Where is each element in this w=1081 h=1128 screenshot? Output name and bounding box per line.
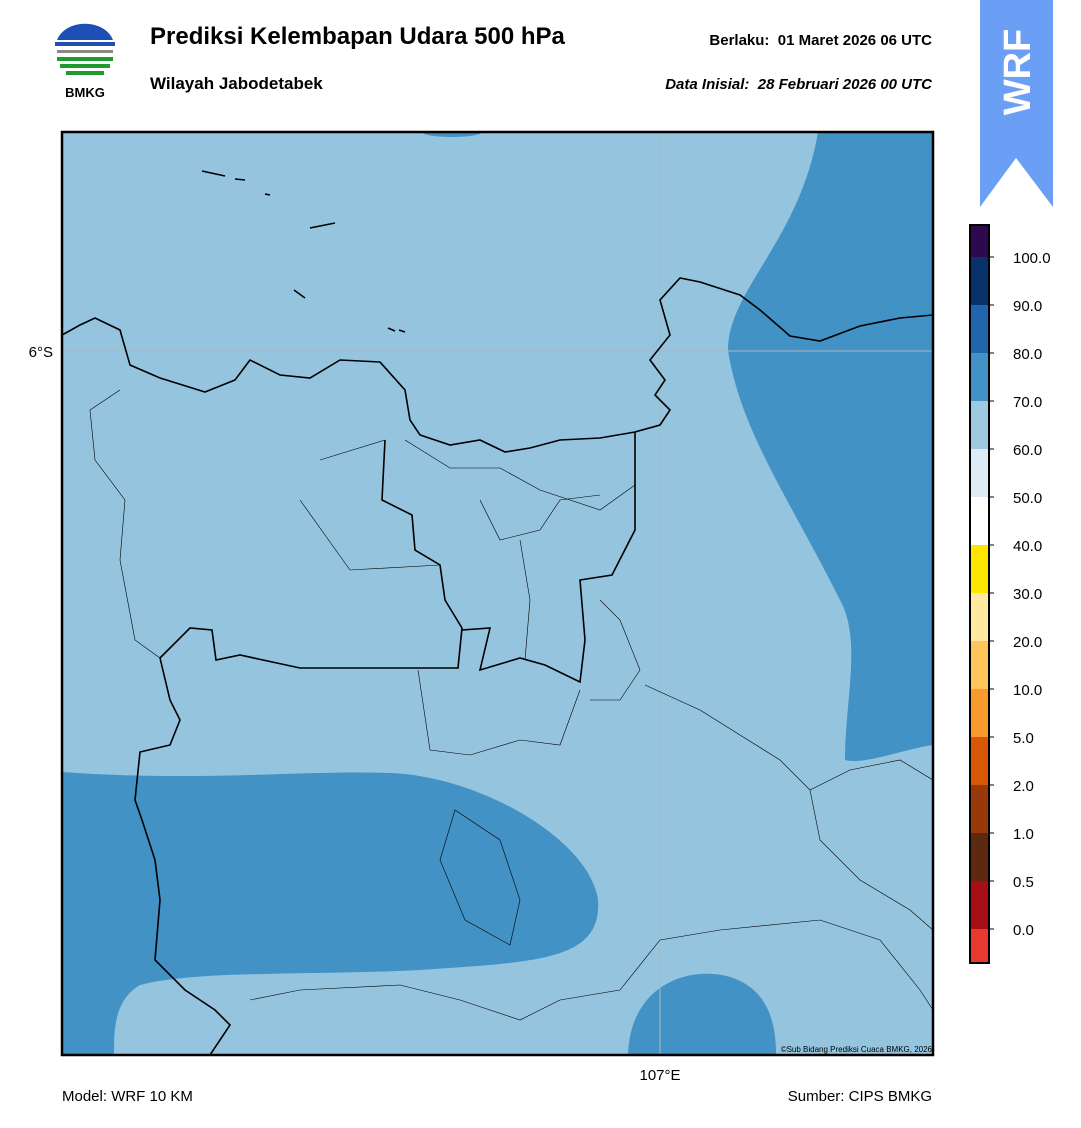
colorbar-label: 80.0 [1013,346,1042,363]
lat-label: 6°S [29,344,53,361]
colorbar-label: 20.0 [1013,634,1042,651]
colorbar-label: 2.0 [1013,778,1034,795]
map: ©Sub Bidang Prediksi Cuaca BMKG, 2026 [60,130,935,1057]
badge-text: WRF [997,29,1039,116]
colorbar-segment [970,401,989,449]
colorbar-label: 40.0 [1013,538,1042,555]
colorbar-label: 50.0 [1013,490,1042,507]
colorbar-segment [970,545,989,593]
colorbar-segment [970,353,989,401]
logo: BMKG [55,23,115,100]
colorbar-segment [970,929,989,963]
colorbar-label: 70.0 [1013,394,1042,411]
colorbar-label: 5.0 [1013,730,1034,747]
colorbar-label: 30.0 [1013,586,1042,603]
colorbar-segment [970,641,989,689]
lon-label: 107°E [639,1067,680,1084]
colorbar-segment [970,305,989,353]
colorbar-segment [970,225,989,257]
colorbar-label: 100.0 [1013,250,1051,267]
subtitle: Wilayah Jabodetabek [150,74,323,93]
colorbar-label: 90.0 [1013,298,1042,315]
colorbar-segment [970,881,989,929]
init-time: Data Inisial: 28 Februari 2026 00 UTC [665,76,933,93]
colorbar-frame [969,224,990,964]
colorbar-segment [970,737,989,785]
badge [980,0,1053,207]
colorbar-segment [970,257,989,305]
colorbar-segment [970,593,989,641]
colorbar-label: 60.0 [1013,442,1042,459]
colorbar-segment [970,449,989,497]
colorbar-segment [970,833,989,881]
valid-time: Berlaku: 01 Maret 2026 06 UTC [709,32,932,49]
colorbar-label: 0.0 [1013,922,1034,939]
colorbar: 0.0 0.5 1.0 2.0 5.0 10.0 20.0 30.0 40.0 50.0 60.0 7… [969,224,1051,964]
map-credit: ©Sub Bidang Prediksi Cuaca BMKG, 2026 [781,1045,933,1054]
footer-model: Model: WRF 10 KM [62,1088,193,1105]
footer-source: Sumber: CIPS BMKG [788,1088,932,1105]
colorbar-label: 10.0 [1013,682,1042,699]
colorbar-segment [970,785,989,833]
title: Prediksi Kelembapan Udara 500 hPa [150,23,566,50]
colorbar-segment [970,689,989,737]
logo-text: BMKG [65,85,105,100]
colorbar-label: 1.0 [1013,826,1034,843]
colorbar-label: 0.5 [1013,874,1034,891]
colorbar-segment [970,497,989,545]
